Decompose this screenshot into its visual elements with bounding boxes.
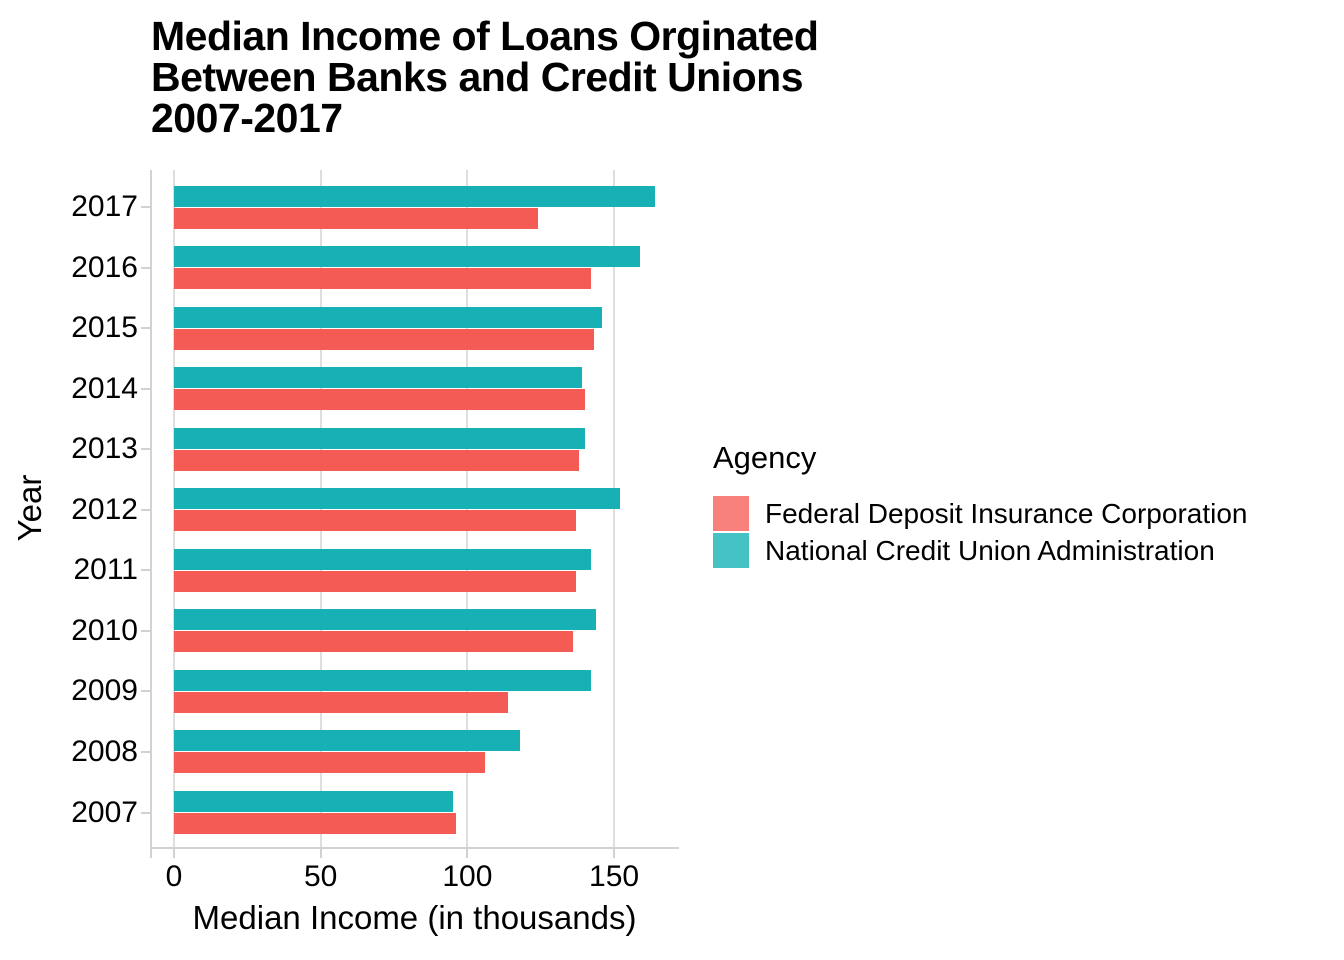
legend: Agency Federal Deposit Insurance Corpora… [713, 441, 1247, 568]
legend-label-fdic: Federal Deposit Insurance Corporation [765, 497, 1248, 529]
y-tick-2009 [141, 690, 150, 693]
y-tick-2008 [141, 750, 150, 753]
x-tick-150 [613, 849, 616, 858]
y-tick-label-2013: 2013 [71, 432, 138, 466]
bar-fdic-2007 [174, 813, 456, 834]
y-tick-2013 [141, 448, 150, 451]
y-tick-label-2010: 2010 [71, 613, 138, 647]
bar-fdic-2014 [174, 389, 585, 411]
x-tick-50 [319, 849, 322, 858]
x-tick-label-0: 0 [165, 860, 183, 893]
y-tick-2014 [141, 387, 150, 390]
y-tick-2007 [141, 811, 150, 814]
y-tick-label-2007: 2007 [71, 795, 138, 829]
bar-ncua-2012 [174, 488, 620, 510]
chart-title-line-1: Median Income of Loans Orginated [151, 13, 819, 59]
bar-ncua-2010 [174, 609, 597, 631]
bar-ncua-2016 [174, 246, 641, 268]
bar-ncua-2009 [174, 669, 591, 691]
legend-rows: Federal Deposit Insurance Corporation Na… [713, 496, 1247, 568]
bar-ncua-2007 [174, 791, 453, 812]
y-tick-label-2017: 2017 [71, 190, 138, 223]
bar-ncua-2017 [174, 185, 656, 207]
chart-title: Median Income of Loans Orginated Between… [151, 13, 819, 141]
y-tick-2017 [141, 206, 150, 208]
y-tick-label-2012: 2012 [71, 492, 138, 526]
y-tick-2010 [141, 629, 150, 632]
chart-title-line-3: 2007-2017 [151, 95, 343, 141]
y-tick-2016 [141, 266, 150, 269]
legend-swatch-fdic [713, 496, 749, 531]
y-tick-label-2009: 2009 [71, 674, 138, 708]
y-tick-2011 [141, 569, 150, 572]
y-axis-line [150, 170, 152, 858]
x-tick-label-150: 150 [589, 860, 640, 893]
bar-fdic-2008 [174, 752, 485, 774]
bar-fdic-2016 [174, 268, 591, 290]
x-tick-label-50: 50 [303, 860, 338, 893]
legend-item-ncua: National Credit Union Administration [713, 533, 1247, 568]
bar-fdic-2015 [174, 328, 594, 350]
bar-ncua-2014 [174, 367, 582, 389]
bar-fdic-2013 [174, 449, 579, 471]
bar-ncua-2008 [174, 730, 521, 752]
y-axis-title: Year [11, 474, 48, 542]
y-tick-label-2008: 2008 [71, 734, 138, 768]
y-tick-label-2015: 2015 [71, 311, 138, 345]
y-tick-label-2016: 2016 [71, 250, 138, 284]
bar-ncua-2015 [174, 306, 603, 328]
y-tick-2012 [141, 508, 150, 511]
legend-label-ncua: National Credit Union Administration [765, 534, 1215, 566]
bar-ncua-2013 [174, 427, 585, 449]
x-tick-0 [173, 849, 175, 858]
bar-fdic-2010 [174, 631, 573, 653]
bar-fdic-2012 [174, 510, 576, 532]
legend-swatch-ncua [713, 533, 749, 568]
y-tick-2015 [141, 327, 150, 330]
x-axis-line [150, 847, 679, 849]
bar-fdic-2011 [174, 570, 576, 592]
bar-ncua-2011 [174, 548, 591, 570]
y-tick-label-2014: 2014 [71, 371, 138, 405]
y-tick-labels: 2017 2016 2015 2014 2013 2012 2011 2010 2009 2008… [0, 170, 138, 847]
bar-fdic-2017 [174, 207, 538, 229]
legend-title: Agency [713, 440, 817, 475]
bar-fdic-2009 [174, 691, 509, 713]
plot-area [150, 170, 679, 847]
legend-item-fdic: Federal Deposit Insurance Corporation [713, 496, 1247, 531]
x-tick-label-100: 100 [442, 860, 493, 893]
chart-title-line-2: Between Banks and Credit Unions [151, 54, 804, 100]
y-tick-label-2011: 2011 [73, 553, 138, 587]
x-tick-100 [466, 849, 469, 858]
x-axis-title: Median Income (in thousands) [192, 899, 637, 936]
